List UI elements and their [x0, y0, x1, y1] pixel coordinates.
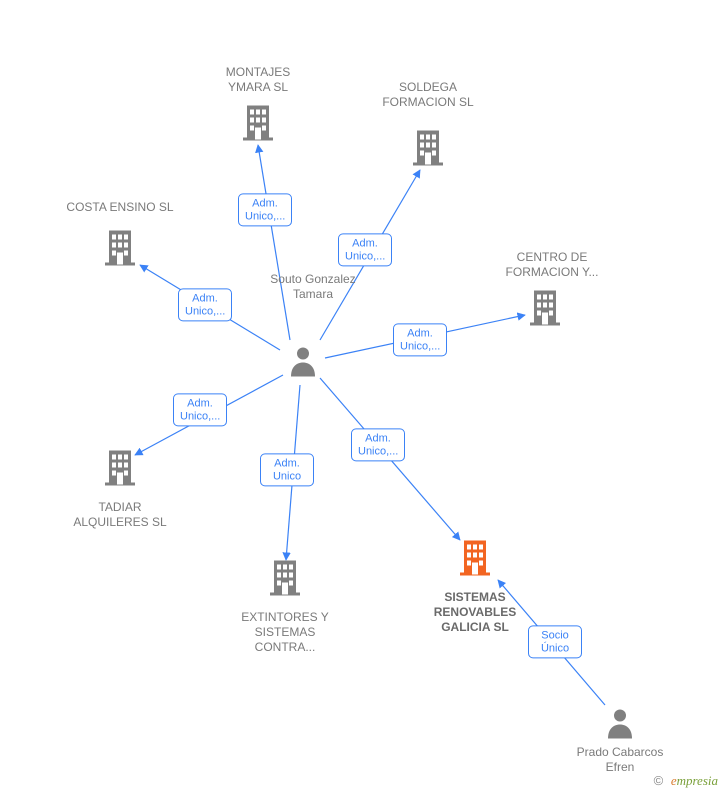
credit: © empresia	[654, 773, 718, 789]
copyright-symbol: ©	[654, 773, 664, 788]
company-node-centro[interactable]	[528, 289, 562, 332]
building-icon	[241, 104, 275, 142]
company-label-tadiar: TADIAR ALQUILERES SL	[65, 500, 175, 530]
edge-label: Adm. Unico,...	[238, 193, 292, 226]
person-node-second[interactable]	[606, 707, 634, 744]
edge-label: Socio Único	[528, 625, 582, 658]
person-icon	[289, 345, 317, 377]
company-label-centro: CENTRO DE FORMACION Y...	[497, 250, 607, 280]
company-node-tadiar[interactable]	[103, 449, 137, 492]
person-label-center: Souto Gonzalez Tamara	[268, 272, 358, 302]
company-label-costa: COSTA ENSINO SL	[65, 200, 175, 215]
edge-label: Adm. Unico,...	[351, 428, 405, 461]
building-icon	[103, 449, 137, 487]
company-node-sistemas[interactable]	[458, 539, 492, 582]
company-label-montajes: MONTAJES YMARA SL	[203, 65, 313, 95]
company-node-costa[interactable]	[103, 229, 137, 272]
edges-layer	[0, 0, 728, 795]
edge-label: Adm. Unico,...	[338, 233, 392, 266]
building-icon	[458, 539, 492, 577]
company-label-sistemas: SISTEMAS RENOVABLES GALICIA SL	[420, 590, 530, 635]
edge-label: Adm. Unico,...	[173, 393, 227, 426]
brand-rest: mpresia	[677, 773, 718, 788]
building-icon	[411, 129, 445, 167]
company-node-montajes[interactable]	[241, 104, 275, 147]
edge-label: Adm. Unico,...	[393, 323, 447, 356]
person-label-second: Prado Cabarcos Efren	[575, 745, 665, 775]
person-icon	[606, 707, 634, 739]
company-node-extintores[interactable]	[268, 559, 302, 602]
building-icon	[103, 229, 137, 267]
edge-label: Adm. Unico	[260, 453, 314, 486]
building-icon	[528, 289, 562, 327]
company-label-soldega: SOLDEGA FORMACION SL	[373, 80, 483, 110]
diagram-canvas: MONTAJES YMARA SL SOLDEGA FORMACION SL C…	[0, 0, 728, 795]
edge-line	[258, 145, 290, 340]
company-label-extintores: EXTINTORES Y SISTEMAS CONTRA...	[230, 610, 340, 655]
company-node-soldega[interactable]	[411, 129, 445, 172]
person-node-center[interactable]	[289, 345, 317, 382]
building-icon	[268, 559, 302, 597]
edge-label: Adm. Unico,...	[178, 288, 232, 321]
